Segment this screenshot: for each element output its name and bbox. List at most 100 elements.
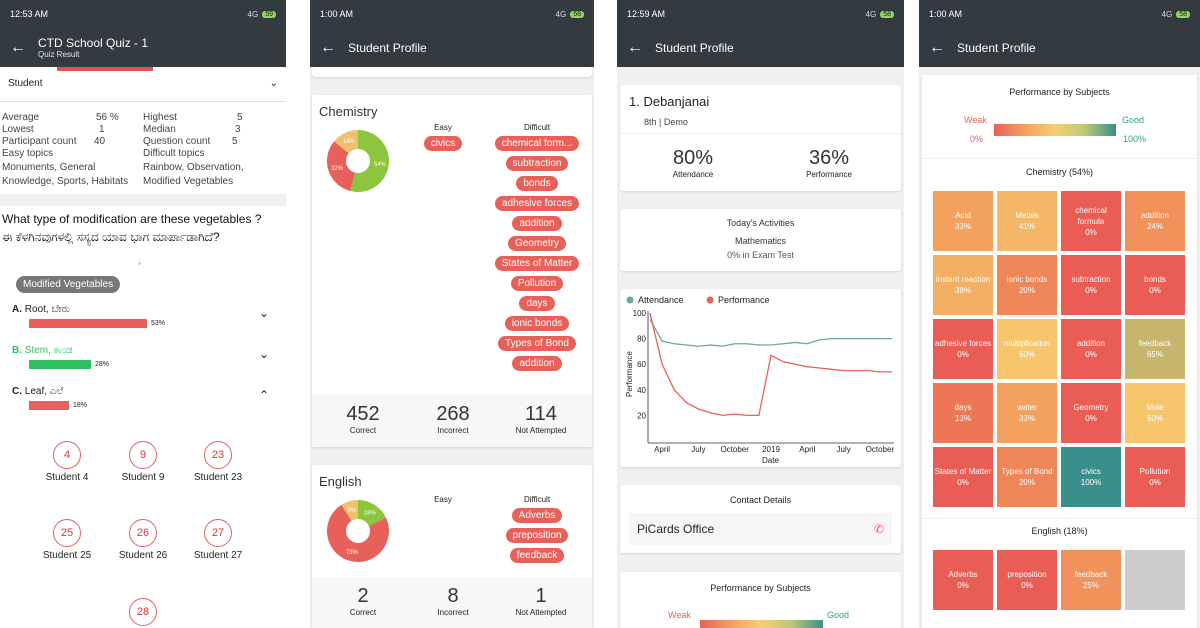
topic-tag[interactable]: addition xyxy=(512,356,562,371)
x-tick-label: October xyxy=(866,445,895,454)
chevron-down-icon: ⌄ xyxy=(269,78,278,89)
correct-label: Correct xyxy=(349,608,377,617)
heatmap-cell[interactable] xyxy=(1125,550,1185,610)
topic-tag[interactable]: preposition xyxy=(505,528,569,543)
legend-attendance-label: Attendance xyxy=(638,295,684,305)
chemistry-pie-label: 54% xyxy=(374,162,387,168)
y-tick-label: 60 xyxy=(637,360,646,369)
topic-tag[interactable]: Pollution xyxy=(510,276,564,291)
heatmap-cell[interactable]: feedback 65% xyxy=(1125,319,1185,379)
card-stub xyxy=(312,67,592,77)
student-number[interactable]: 4 xyxy=(53,441,81,469)
heatmap-cell[interactable]: Types of Bond 20% xyxy=(997,447,1057,507)
heatmap-cell[interactable]: States of Matter 0% xyxy=(933,447,993,507)
cell-percent: 13% xyxy=(954,414,971,423)
student-number[interactable]: 25 xyxy=(53,519,81,547)
topic-tag[interactable]: bonds xyxy=(516,176,558,191)
answer-option[interactable]: B. Stem, ಕಾಂಡ 28% ⌄ xyxy=(12,345,277,370)
student-number[interactable]: 28 xyxy=(129,598,157,626)
heatmap-cell[interactable]: instant reaction 38% xyxy=(933,255,993,315)
heatmap-cell[interactable]: adhesive forces 0% xyxy=(933,319,993,379)
cell-percent: 33% xyxy=(954,222,971,231)
topic-tag[interactable]: chemical form... xyxy=(494,136,580,151)
chevron-down-icon[interactable]: ⌄ xyxy=(258,347,269,361)
heatmap-cell[interactable]: Acid 33% xyxy=(933,191,993,251)
heatmap-cell[interactable]: ionic bonds 20% xyxy=(997,255,1057,315)
option-bar xyxy=(29,400,69,410)
student-dropdown[interactable]: Student ⌄ xyxy=(0,72,286,102)
option-letter: C. xyxy=(12,386,22,397)
stat-label: Easy topics xyxy=(2,148,54,159)
topic-tag[interactable]: adhesive forces xyxy=(494,196,580,211)
page-subtitle: Quiz Result xyxy=(38,50,80,59)
heatmap-cell[interactable]: civics 100% xyxy=(1061,447,1121,507)
cell-topic: States of Matter xyxy=(934,467,992,476)
topic-tag[interactable]: addition xyxy=(512,216,562,231)
cell-topic: subtraction xyxy=(1071,275,1111,284)
app-bar: ← Student Profile xyxy=(310,28,594,67)
cell-percent: 65% xyxy=(1146,350,1163,359)
option-bar xyxy=(29,359,91,369)
student-number[interactable]: 26 xyxy=(129,519,157,547)
heatmap-cell[interactable]: days 13% xyxy=(933,383,993,443)
heatmap-cell[interactable]: Mole 50% xyxy=(1125,383,1185,443)
legend-attendance-marker xyxy=(626,296,634,304)
heatmap-cell[interactable]: Metals 41% xyxy=(997,191,1057,251)
heatmap-cell[interactable]: bonds 0% xyxy=(1125,255,1185,315)
difficult-topics-column: Difficult chemical form... subtraction bon… xyxy=(482,123,592,376)
phone-icon[interactable]: ✆ xyxy=(873,522,884,536)
cell-topic: Metals xyxy=(1015,211,1039,220)
heatmap-cell[interactable]: addition 0% xyxy=(1061,319,1121,379)
image-placeholder-icon: ⇣ xyxy=(136,258,143,267)
correct-count: 2 xyxy=(357,585,369,607)
active-indicator xyxy=(57,67,153,71)
student-name: Student 26 xyxy=(118,550,168,561)
heatmap-cell[interactable]: subtraction 0% xyxy=(1061,255,1121,315)
student-number[interactable]: 9 xyxy=(129,441,157,469)
student-summary-card: 1. Debanjanai 8th | Demo 80% Attendance 3… xyxy=(620,85,901,191)
chevron-down-icon[interactable]: ⌄ xyxy=(258,306,269,320)
heatmap-cell[interactable]: Adverbs 0% xyxy=(933,550,993,610)
heatmap-cell[interactable]: chemical formula 0% xyxy=(1061,191,1121,251)
easy-topics: Monuments, General xyxy=(2,162,96,173)
heatmap-cell[interactable]: Geometry 0% xyxy=(1061,383,1121,443)
topic-tag[interactable]: feedback xyxy=(509,548,565,563)
back-arrow-icon[interactable]: ← xyxy=(320,38,336,56)
english-pie-label: 9% xyxy=(348,508,357,514)
heatmap-cell[interactable]: water 33% xyxy=(997,383,1057,443)
back-arrow-icon[interactable]: ← xyxy=(10,38,26,56)
heatmap-cell[interactable]: preposition 0% xyxy=(997,550,1057,610)
topic-tag[interactable]: Geometry xyxy=(508,236,566,251)
attendance-performance-chart: Attendance Performance 100 80 60 40 20 April… xyxy=(625,295,895,465)
topic-tag[interactable]: subtraction xyxy=(505,156,569,171)
student-number[interactable]: 27 xyxy=(204,519,232,547)
status-bar: 12:59 AM 4G 58 xyxy=(617,0,904,28)
back-arrow-icon[interactable]: ← xyxy=(627,38,643,56)
cell-percent: 0% xyxy=(1085,414,1097,423)
option-letter: A. xyxy=(12,304,22,315)
topic-tag[interactable]: Adverbs xyxy=(511,508,563,523)
heatmap-cell[interactable]: addition 24% xyxy=(1125,191,1185,251)
topic-tag[interactable]: ionic bonds xyxy=(504,316,570,331)
contact-row[interactable]: PiCards Office ✆ xyxy=(629,513,892,545)
topic-tag[interactable]: days xyxy=(519,296,555,311)
not-attempted-label: Not Attempted xyxy=(515,608,567,617)
heatmap-cell[interactable]: feedback 25% xyxy=(1061,550,1121,610)
difficult-topics-column: Difficult Adverbs preposition feedback xyxy=(482,495,592,568)
cell-topic: feedback xyxy=(1074,570,1108,579)
option-percent: 28% xyxy=(95,360,110,368)
back-arrow-icon[interactable]: ← xyxy=(929,38,945,56)
cell-topic: instant reaction xyxy=(935,275,991,284)
heatmap-cell[interactable]: Pollution 0% xyxy=(1125,447,1185,507)
answer-option[interactable]: C. Leaf, ಎಲೆ 18% ⌃ xyxy=(12,386,277,411)
topic-tag[interactable]: States of Matter xyxy=(494,256,580,271)
cell-percent: 0% xyxy=(957,350,969,359)
cell-percent: 0% xyxy=(1085,350,1097,359)
student-number[interactable]: 23 xyxy=(204,441,232,469)
chevron-up-icon[interactable]: ⌃ xyxy=(258,388,269,402)
answer-option[interactable]: A. Root, ಬೇರು 53% ⌄ xyxy=(12,304,277,329)
topic-tag[interactable]: civics xyxy=(423,136,463,151)
topic-tag[interactable]: Types of Bond xyxy=(498,336,576,351)
app-bar: ← Student Profile xyxy=(617,28,904,67)
heatmap-cell[interactable]: multiplication 50% xyxy=(997,319,1057,379)
